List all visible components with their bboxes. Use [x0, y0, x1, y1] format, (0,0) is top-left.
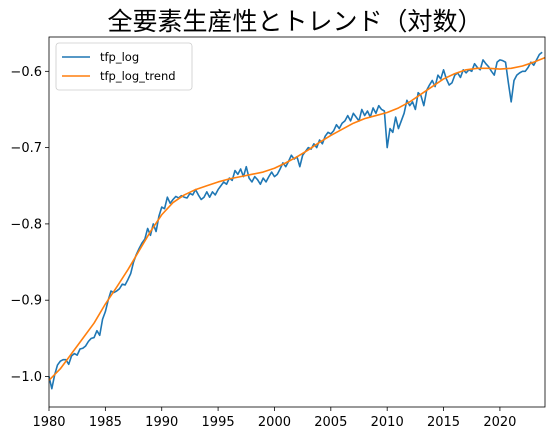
y-tick-label: −0.7 [10, 141, 42, 156]
x-axis: 1980 1985 1990 1995 2000 2005 2010 2015 2020 [32, 407, 516, 430]
plot-frame [48, 36, 546, 408]
series-line-tfp-log [48, 51, 543, 390]
x-tick-label: 1990 [145, 415, 178, 430]
x-tick-label: 2010 [371, 415, 404, 430]
series-line-tfp-log-trend [48, 56, 546, 381]
y-axis: −1.0 −0.9 −0.8 −0.7 −0.6 [10, 65, 49, 385]
legend-label-tfp-log: tfp_log [100, 50, 139, 64]
legend-box [55, 42, 193, 91]
chart-title: 全要素生産性とトレンド（対数） [107, 7, 482, 36]
plot-series [48, 51, 546, 390]
legend-label-tfp-log-trend: tfp_log_trend [100, 69, 176, 83]
x-tick-label: 1985 [89, 415, 122, 430]
x-tick-label: 1995 [202, 415, 235, 430]
y-tick-label: −1.0 [10, 370, 42, 385]
x-tick-label: 1980 [32, 415, 65, 430]
y-tick-label: −0.9 [10, 294, 42, 309]
legend: tfp_log tfp_log_trend [55, 42, 193, 91]
x-tick-label: 2015 [427, 415, 460, 430]
y-tick-label: −0.8 [10, 217, 42, 232]
x-tick-label: 2005 [314, 415, 347, 430]
y-tick-label: −0.6 [10, 65, 42, 80]
x-tick-label: 2000 [258, 415, 291, 430]
x-tick-label: 2020 [483, 415, 516, 430]
